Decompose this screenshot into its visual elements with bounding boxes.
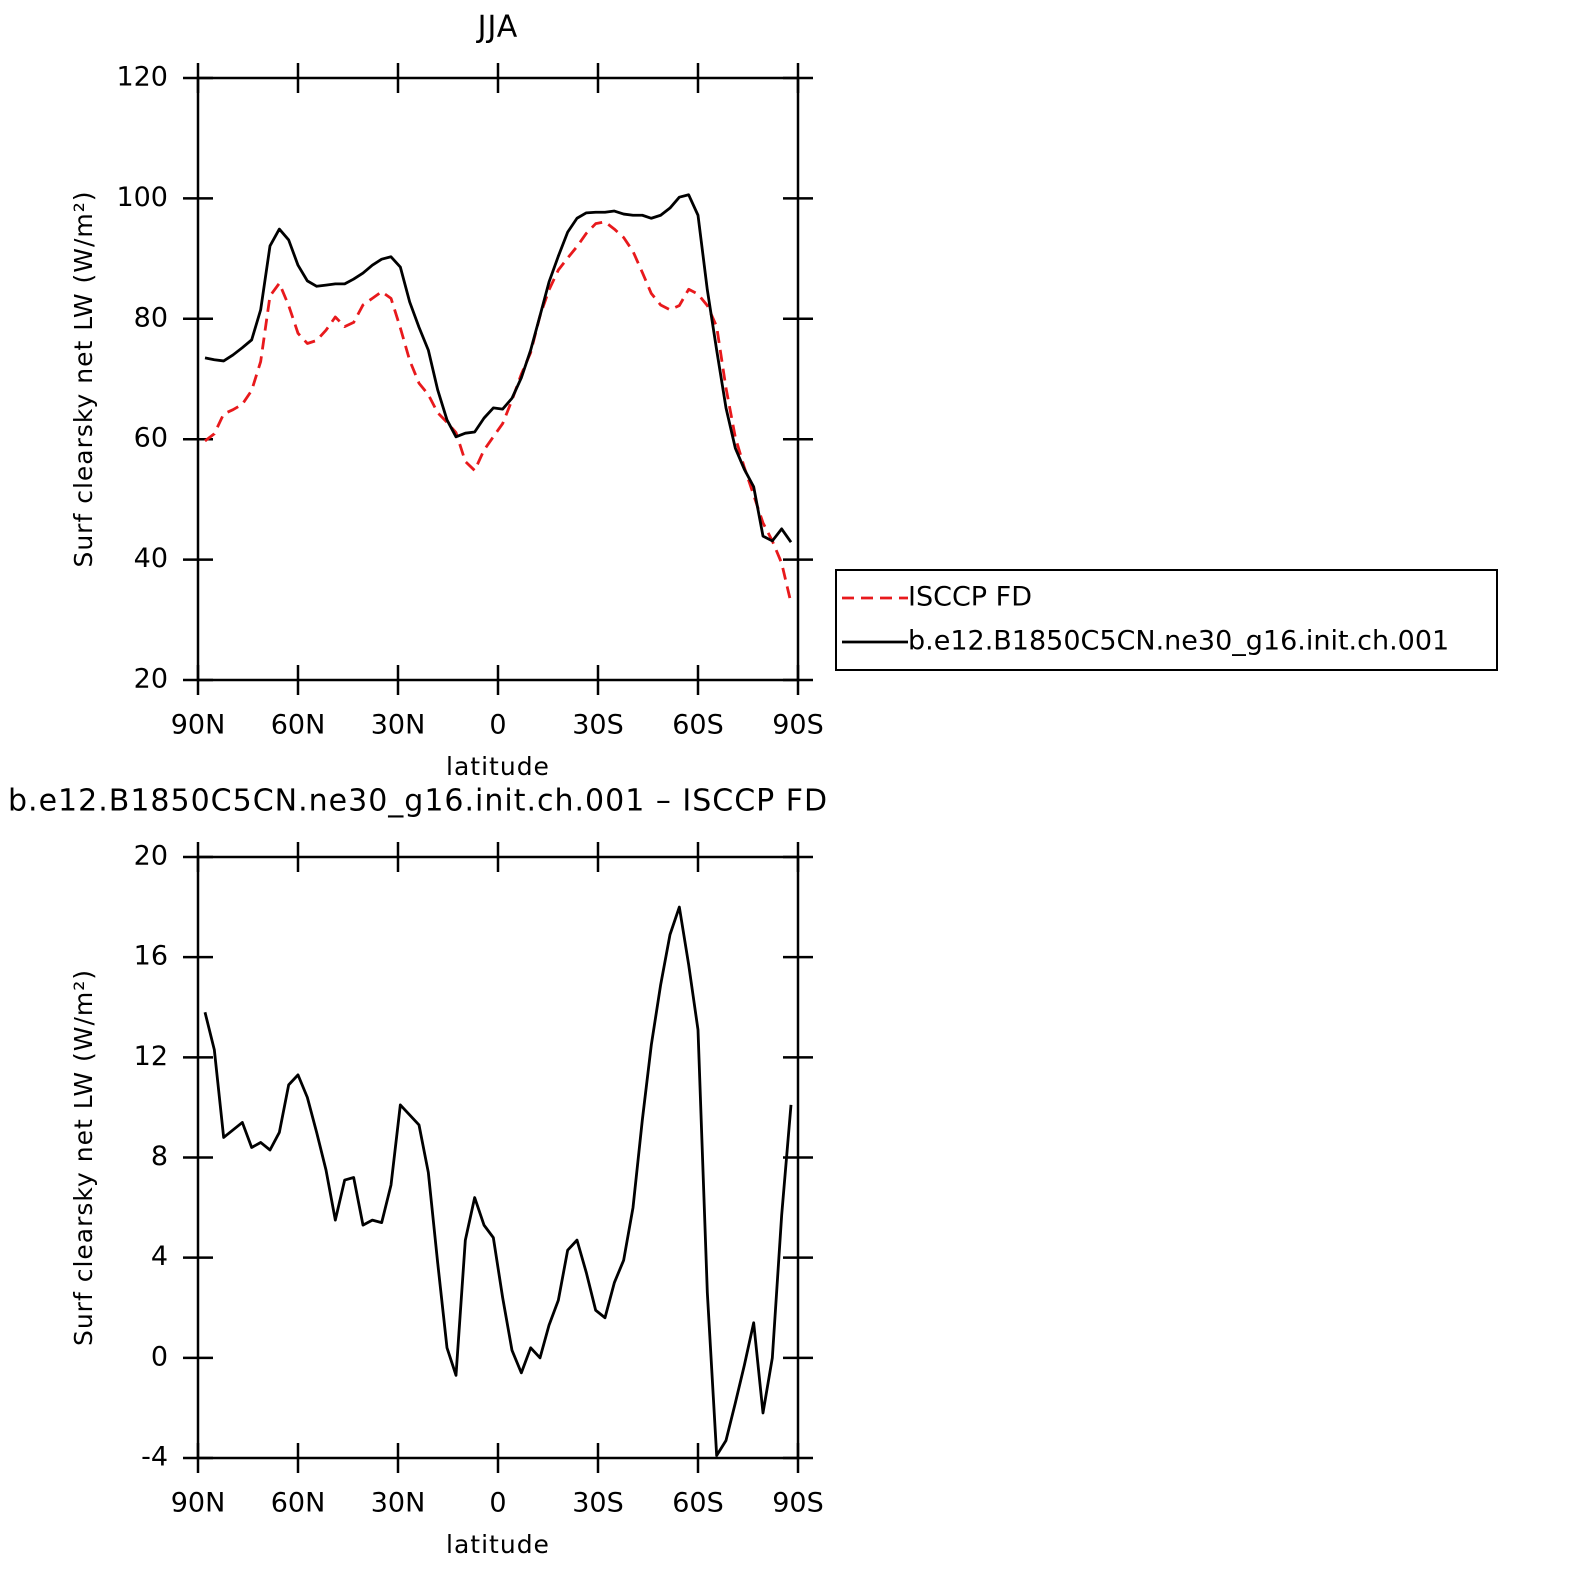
x-axis-label: latitude [446,752,550,781]
x-axis-label: latitude [446,1530,550,1559]
x-tick-label: 0 [489,1488,506,1519]
x-tick-label: 30S [572,710,624,741]
x-tick-label: 60S [672,1488,724,1519]
y-tick-label: -4 [141,1442,168,1473]
y-tick-label: 20 [134,664,168,695]
y-tick-label: 12 [134,1041,168,1072]
legend-box [835,569,1498,671]
x-tick-label: 90S [772,1488,824,1519]
y-axis-label: Surf clearsky net LW (W/m²) [69,190,98,567]
plot-frame [196,855,800,1460]
y-tick-label: 0 [151,1341,168,1372]
x-tick-label: 30S [572,1488,624,1519]
data-line [204,220,793,604]
x-tick-label: 90N [171,710,226,741]
y-tick-label: 60 [134,423,168,454]
x-tick-label: 60S [672,710,724,741]
data-line [204,193,793,543]
y-axis-label: Surf clearsky net LW (W/m²) [69,969,98,1346]
y-tick-label: 100 [116,182,168,213]
x-tick-label: 30N [371,1488,426,1519]
y-tick-label: 16 [134,941,168,972]
x-tick-label: 60N [271,1488,326,1519]
legend-label: ISCCP FD [908,582,1032,613]
y-tick-label: 20 [134,841,168,872]
y-tick-label: 120 [116,62,168,93]
x-tick-label: 90N [171,1488,226,1519]
y-tick-label: 80 [134,302,168,333]
y-tick-label: 40 [134,543,168,574]
x-tick-label: 0 [489,710,506,741]
data-line [203,905,793,1457]
x-tick-label: 30N [371,710,426,741]
chart-title: JJA [476,10,519,45]
y-tick-label: 4 [151,1241,168,1272]
plot-frame [196,76,800,682]
legend-label: b.e12.B1850C5CN.ne30_g16.init.ch.001 [908,626,1449,657]
x-tick-label: 60N [271,710,326,741]
y-tick-label: 8 [151,1141,168,1172]
chart-title: b.e12.B1850C5CN.ne30_g16.init.ch.001 – I… [8,784,828,819]
x-tick-label: 90S [772,710,824,741]
